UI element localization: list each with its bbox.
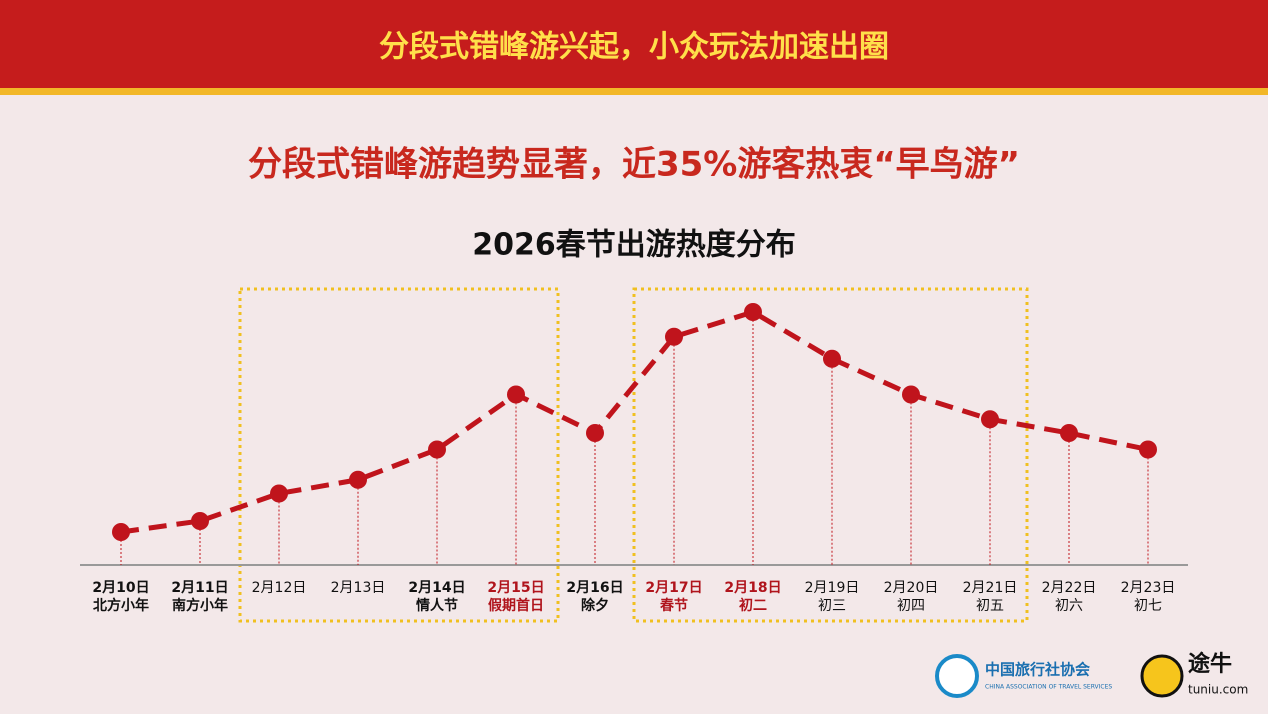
logo-icon	[935, 654, 979, 698]
line	[120, 309, 1149, 535]
x-tick-sublabel: 假期首日	[488, 597, 544, 614]
x-tick-label: 2月16日	[566, 580, 623, 596]
point	[191, 512, 209, 530]
x-tick-label: 2月12日	[252, 580, 307, 596]
highlight-box	[632, 287, 1029, 623]
x-tick-label: 2月19日	[805, 580, 860, 596]
point	[428, 440, 446, 459]
headline: 分段式错峰游趋势显著，近35%游客热衷“早鸟游”	[248, 145, 1020, 185]
logo-url: tuniu.com	[1188, 683, 1248, 697]
logo-text: 中国旅行社协会	[985, 661, 1090, 679]
header-title: 分段式错峰游兴起，小众玩法加速出圈	[379, 30, 889, 65]
point	[586, 424, 604, 442]
x-tick-label: 2月13日	[331, 580, 386, 596]
x-tick-sublabel: 情人节	[416, 597, 458, 614]
x-tick-label: 2月17日	[645, 580, 702, 596]
point	[823, 349, 841, 368]
x-tick-label: 2月14日	[408, 580, 465, 596]
point	[981, 410, 999, 429]
x-tick-label: 2月10日	[92, 580, 149, 596]
x-tick-sublabel: 除夕	[581, 597, 609, 614]
x-tick-label: 2月18日	[724, 580, 781, 596]
x-tick-sublabel: 南方小年	[172, 597, 228, 614]
logo-tuniu: 途牛 tuniu.com	[1140, 651, 1248, 698]
x-tick-label: 2月15日	[487, 580, 544, 596]
x-tick-sublabel: 初三	[818, 597, 846, 614]
x-tick-label: 2月23日	[1121, 580, 1176, 596]
x-tick-label: 2月20日	[884, 580, 939, 596]
point	[902, 385, 920, 404]
x-tick-sublabel: 北方小年	[93, 597, 149, 614]
x-tick-sublabel: 初七	[1134, 597, 1162, 614]
point	[349, 470, 367, 489]
point	[507, 385, 525, 404]
x-tick-sublabel: 初五	[976, 597, 1004, 614]
point	[744, 303, 762, 321]
point	[270, 484, 288, 503]
x-tick-sublabel: 初四	[897, 597, 925, 614]
logo-text-en: CHINA ASSOCIATION OF TRAVEL SERVICES	[985, 684, 1112, 691]
x-tick-label: 2月21日	[963, 580, 1018, 596]
x-tick-sublabel: 初六	[1055, 597, 1083, 614]
logo-text: 途牛	[1188, 651, 1232, 677]
x-tick-sublabel: 春节	[659, 597, 688, 614]
point	[665, 327, 683, 346]
chart-title: 2026春节出游热度分布	[472, 228, 796, 263]
highlight-box	[238, 287, 560, 623]
x-tick-sublabel: 初二	[739, 597, 767, 614]
point	[1060, 424, 1078, 442]
header-stripe	[0, 88, 1268, 95]
point	[1139, 440, 1157, 459]
logo-icon	[1140, 654, 1184, 698]
x-tick-label: 2月11日	[171, 580, 228, 596]
logo-association: 中国旅行社协会 CHINA ASSOCIATION OF TRAVEL SERV…	[935, 654, 1112, 698]
x-tick-label: 2月22日	[1042, 580, 1097, 596]
header-band	[0, 0, 1268, 88]
point	[112, 523, 130, 541]
